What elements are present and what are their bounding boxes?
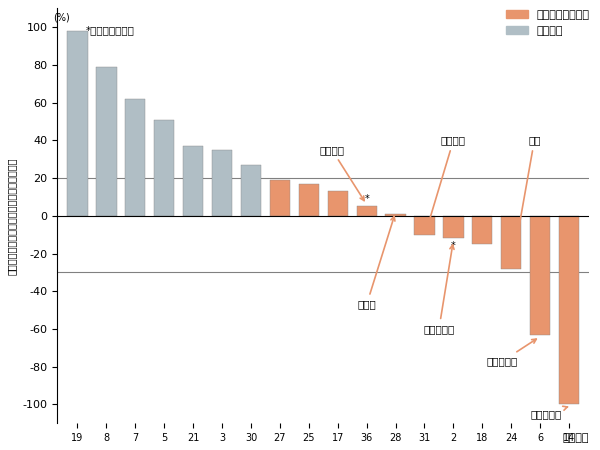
Bar: [154, 120, 175, 216]
Text: 鼻腔腺癌: 鼻腔腺癌: [425, 135, 466, 232]
Text: *: *: [364, 194, 369, 203]
Bar: [472, 216, 493, 244]
Bar: [356, 207, 377, 216]
Bar: [501, 216, 521, 269]
Text: *: *: [451, 241, 456, 251]
Bar: [96, 67, 116, 216]
Bar: [212, 150, 232, 216]
Bar: [241, 165, 261, 216]
Text: (%): (%): [53, 12, 70, 22]
Bar: [299, 184, 319, 216]
Bar: [385, 214, 406, 216]
Bar: [443, 216, 464, 239]
Text: 肝細胞癌: 肝細胞癌: [319, 145, 364, 201]
Text: 肺癌: 肺癌: [511, 135, 541, 266]
Bar: [415, 216, 434, 235]
Bar: [125, 99, 145, 216]
Text: 尿路上皮癌: 尿路上皮癌: [424, 245, 455, 334]
Bar: [530, 216, 550, 335]
Y-axis label: 腫瘤病巣の大きさの治療前からの最大変化率: 腫瘤病巣の大きさの治療前からの最大変化率: [7, 157, 17, 274]
Text: 骨肉腫: 骨肉腫: [357, 216, 395, 310]
Text: 扁平上皮癌: 扁平上皮癌: [487, 339, 536, 366]
Bar: [183, 146, 203, 216]
Text: 症例番号: 症例番号: [563, 433, 589, 443]
Text: *新規病変の出現: *新規病変の出現: [86, 25, 135, 35]
Legend: 臨床的に効果あり, 効果なし: 臨床的に効果あり, 効果なし: [502, 5, 595, 40]
Text: 未分化肉腫: 未分化肉腫: [530, 406, 568, 419]
Bar: [270, 180, 290, 216]
Bar: [559, 216, 579, 405]
Bar: [67, 31, 88, 216]
Bar: [328, 191, 348, 216]
